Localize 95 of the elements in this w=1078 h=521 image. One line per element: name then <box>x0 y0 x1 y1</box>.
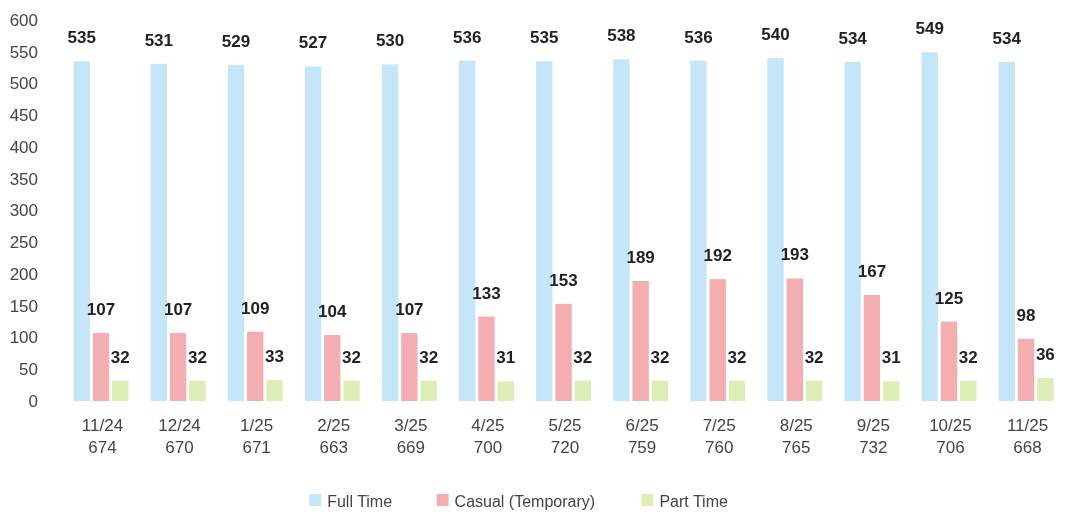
x-tick-label: 10/25 706 <box>929 416 972 458</box>
data-label: 125 <box>934 288 964 308</box>
data-label: 189 <box>626 247 655 267</box>
bar <box>343 380 360 401</box>
x-tick-label: 1/25 671 <box>240 416 274 458</box>
bar <box>420 380 437 401</box>
bar <box>728 380 746 401</box>
data-label: 31 <box>496 348 516 368</box>
data-label: 527 <box>298 33 328 53</box>
y-tick-label: 150 <box>9 296 38 316</box>
data-label: 153 <box>549 270 578 290</box>
bar <box>401 333 418 401</box>
bar <box>92 333 110 401</box>
bar <box>940 321 958 401</box>
data-label: 32 <box>727 347 747 367</box>
data-label: 193 <box>780 245 810 265</box>
x-tick-label: 11/24 674 <box>81 416 124 458</box>
data-label: 32 <box>958 347 978 367</box>
data-label: 98 <box>1016 305 1036 325</box>
data-label: 32 <box>110 347 130 367</box>
bar <box>786 278 804 401</box>
data-label: 534 <box>992 28 1022 48</box>
data-label: 534 <box>838 28 868 48</box>
bar <box>112 380 129 401</box>
data-label: 107 <box>163 300 193 320</box>
data-label: 32 <box>804 347 824 367</box>
y-tick-label: 100 <box>9 328 38 348</box>
legend-label: Casual (Temporary) <box>454 492 596 510</box>
bar <box>478 316 495 401</box>
data-label: 32 <box>187 347 207 367</box>
bar <box>863 294 881 401</box>
y-tick-label: 50 <box>19 360 38 380</box>
bar <box>632 280 649 401</box>
data-label: 192 <box>703 246 732 266</box>
x-tick-label: 8/25 765 <box>779 416 813 458</box>
data-label: 529 <box>221 32 251 52</box>
bar <box>247 331 264 401</box>
bar <box>574 380 592 401</box>
y-tick-label: 0 <box>28 391 38 411</box>
x-tick-label: 7/25 760 <box>702 416 736 458</box>
y-tick-label: 200 <box>9 264 38 284</box>
data-label: 538 <box>607 26 636 46</box>
y-tick-label: 550 <box>9 42 38 62</box>
bar <box>651 380 669 401</box>
bar <box>169 333 187 401</box>
data-label: 133 <box>472 283 501 303</box>
y-tick-label: 600 <box>9 10 38 30</box>
x-tick-label: 5/25 720 <box>548 416 582 458</box>
data-label: 32 <box>573 347 593 367</box>
x-tick-label: 3/25 669 <box>394 416 428 458</box>
bar <box>709 279 726 401</box>
data-label: 535 <box>67 28 96 48</box>
data-label: 530 <box>375 31 405 51</box>
data-label: 36 <box>1035 345 1055 365</box>
x-tick-label: 2/25 663 <box>317 416 351 458</box>
data-label: 31 <box>881 348 901 368</box>
x-tick-label: 4/25 700 <box>471 416 505 458</box>
data-label: 107 <box>395 300 424 320</box>
data-label: 536 <box>453 27 482 47</box>
bar <box>1037 378 1054 401</box>
y-tick-label: 400 <box>9 137 38 157</box>
data-label: 32 <box>419 347 439 367</box>
data-label: 535 <box>530 28 559 48</box>
x-tick-label: 6/25 759 <box>625 416 659 458</box>
data-label: 32 <box>650 347 670 367</box>
bar <box>324 334 341 401</box>
bar <box>189 380 206 401</box>
data-label: 33 <box>265 347 284 367</box>
data-label: 549 <box>915 19 944 39</box>
bar <box>882 381 900 401</box>
data-label: 531 <box>144 30 174 50</box>
data-label: 32 <box>342 347 362 367</box>
legend-label: Full Time <box>327 492 393 510</box>
bar <box>555 303 572 401</box>
data-label: 536 <box>684 27 713 47</box>
y-tick-label: 500 <box>9 74 38 94</box>
data-label: 107 <box>86 300 116 320</box>
x-tick-label: 9/25 732 <box>856 416 890 458</box>
bar <box>1017 338 1035 401</box>
x-tick-label: 12/24 670 <box>158 416 201 458</box>
data-label: 109 <box>241 298 270 318</box>
y-tick-label: 350 <box>9 169 38 189</box>
y-tick-label: 300 <box>9 201 38 221</box>
bar <box>960 380 977 401</box>
y-tick-label: 450 <box>9 106 38 126</box>
y-tick-label: 250 <box>9 233 38 253</box>
bar <box>266 380 283 401</box>
bar <box>998 61 1015 401</box>
data-label: 167 <box>857 261 887 281</box>
data-label: 540 <box>761 25 790 45</box>
x-tick-label: 11/25 668 <box>1006 416 1049 458</box>
legend-label: Part Time <box>659 492 728 510</box>
bar <box>497 381 514 401</box>
bar <box>805 380 823 401</box>
data-label: 104 <box>318 301 348 321</box>
